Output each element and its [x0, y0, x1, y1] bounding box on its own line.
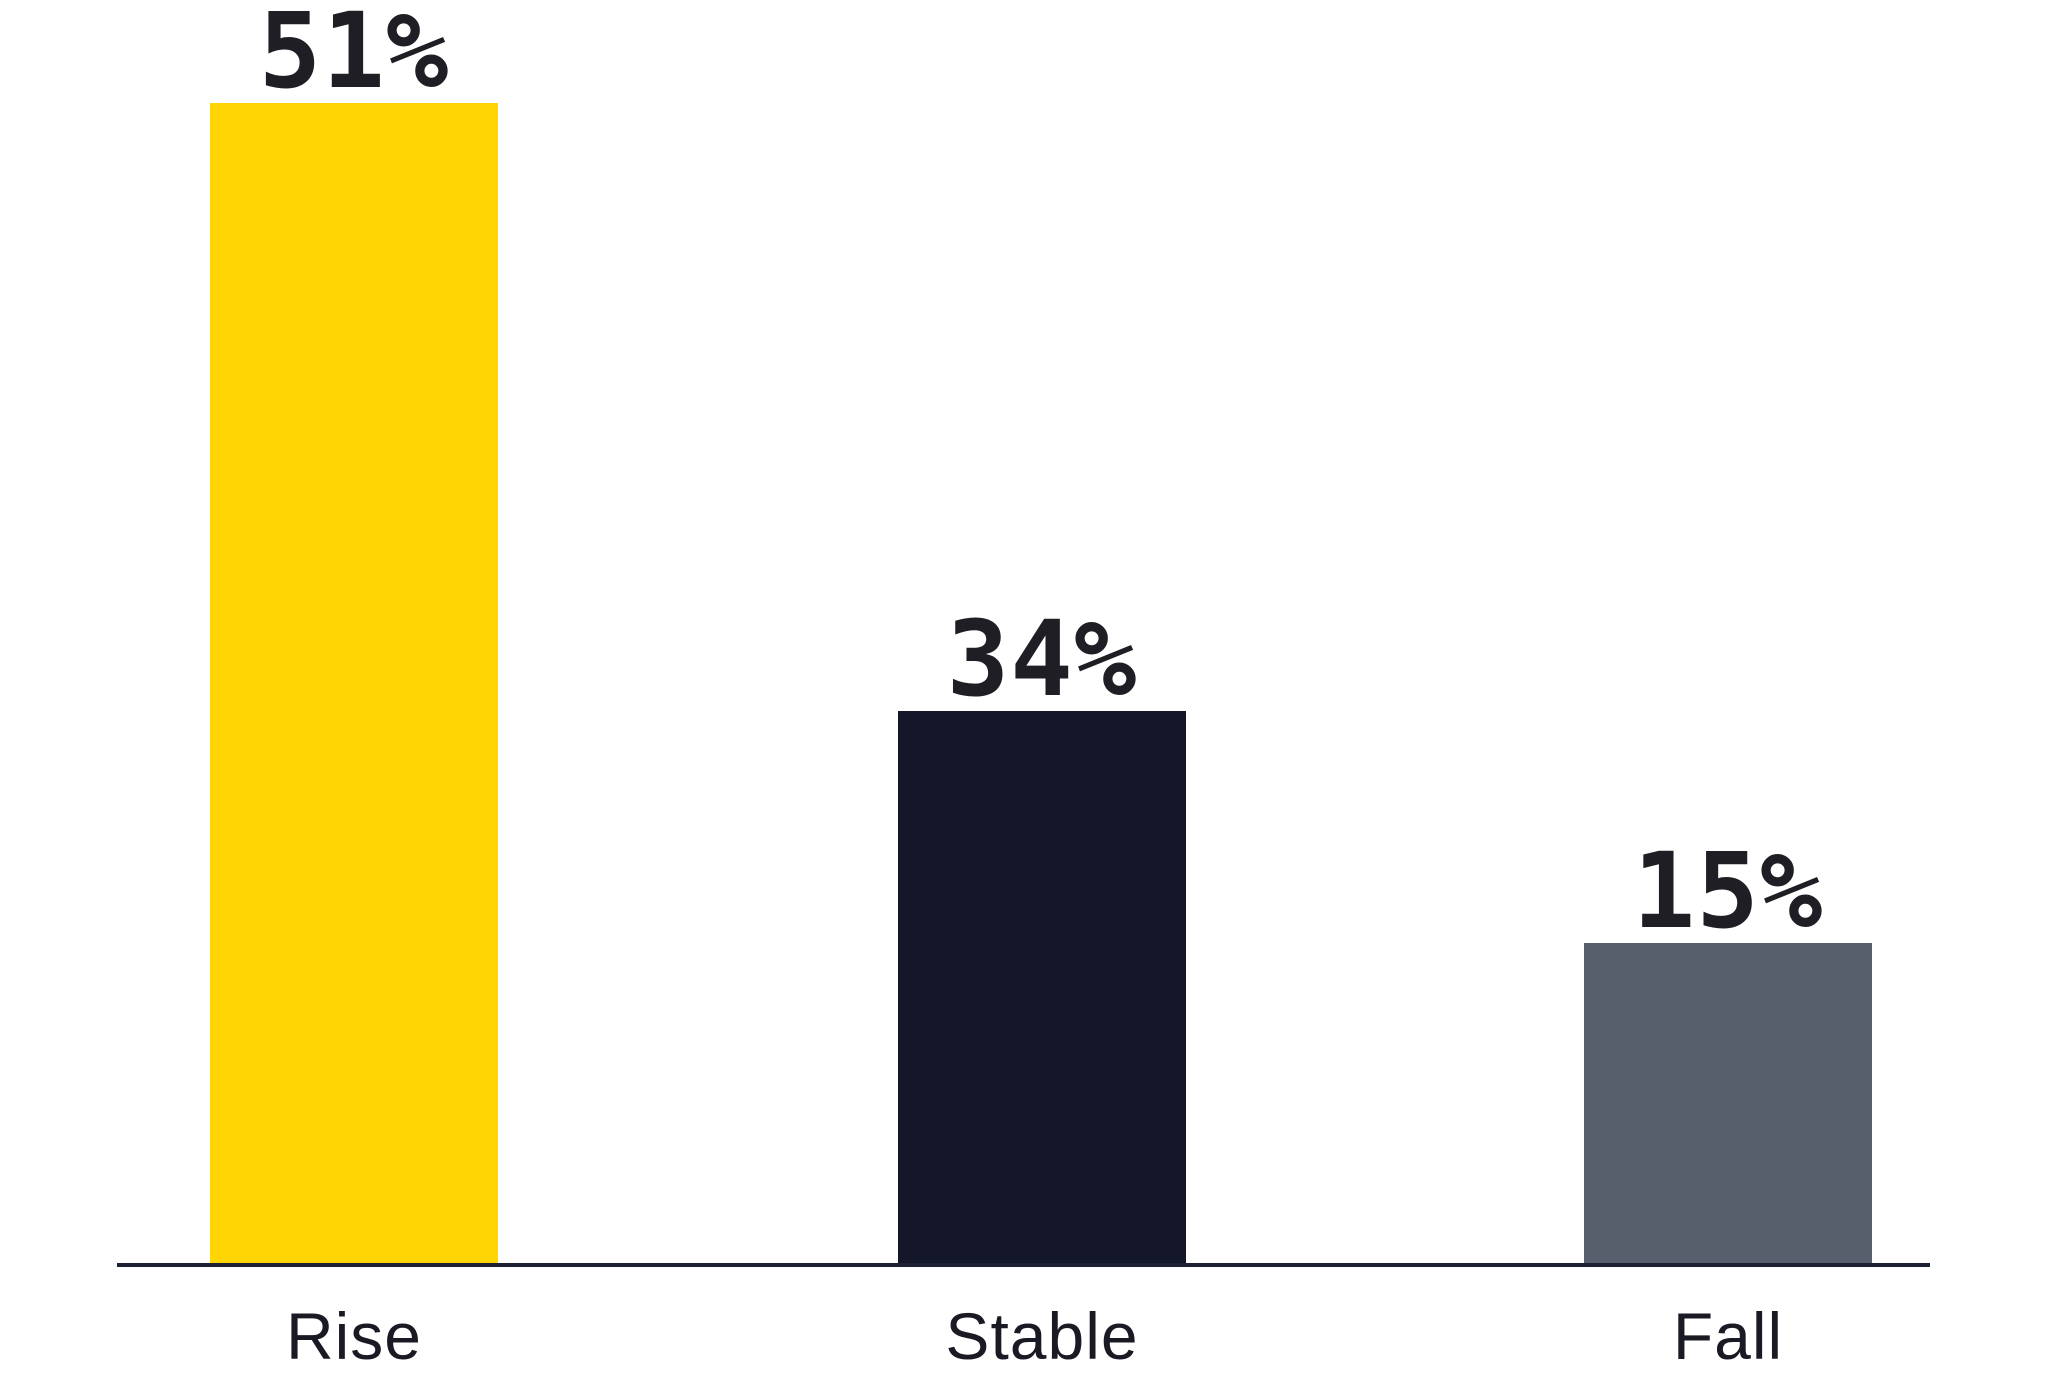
bar-rise — [210, 103, 498, 1267]
value-label-fall: 15% — [1632, 830, 1824, 952]
category-label-fall: Fall — [1672, 1299, 1784, 1373]
x-axis-baseline — [117, 1263, 1930, 1267]
bar-fall — [1584, 943, 1872, 1267]
bar-group-rise: 51% — [210, 0, 498, 1267]
value-label-rise: 51% — [258, 0, 450, 112]
category-label-rise: Rise — [285, 1299, 423, 1373]
category-label-stable: Stable — [945, 1299, 1139, 1373]
bar-stable — [898, 711, 1186, 1267]
bar-group-fall: 15% — [1584, 839, 1872, 1267]
bar-group-stable: 34% — [898, 607, 1186, 1267]
value-label-stable: 34% — [946, 598, 1138, 720]
